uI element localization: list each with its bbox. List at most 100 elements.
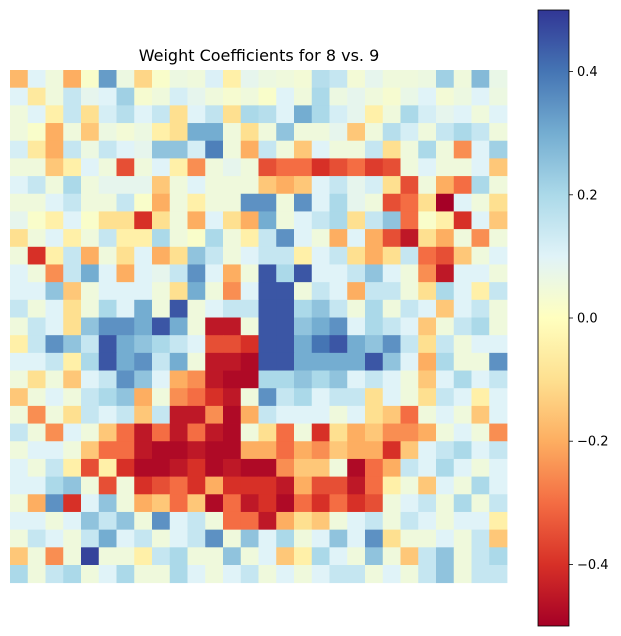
heatmap-cell (152, 299, 171, 318)
heatmap-cell (453, 441, 472, 460)
heatmap-cell (63, 511, 82, 531)
heatmap-cell (382, 476, 401, 495)
heatmap-cell (329, 211, 348, 230)
heatmap-cell (418, 264, 437, 283)
heatmap-cell (294, 299, 313, 318)
heatmap-cell (471, 370, 490, 389)
heatmap-cell (10, 193, 29, 212)
heatmap-cell (347, 211, 366, 230)
heatmap-cell (418, 140, 437, 159)
heatmap-cell (382, 246, 401, 265)
heatmap-cell (329, 193, 348, 212)
heatmap-cell (116, 494, 135, 513)
heatmap-cell (81, 511, 100, 531)
heatmap-cell (453, 335, 472, 354)
heatmap-cell (27, 317, 46, 336)
heatmap-cell (471, 441, 490, 460)
heatmap-cell (63, 405, 82, 424)
heatmap-cell (418, 423, 437, 442)
heatmap-cell (10, 458, 29, 478)
heatmap-cell (258, 317, 277, 336)
heatmap-cell (27, 441, 46, 460)
heatmap-cell (365, 565, 384, 584)
heatmap-cell (347, 476, 366, 495)
heatmap-cell (453, 317, 472, 336)
heatmap-cell (365, 441, 384, 460)
heatmap-cell (134, 476, 153, 495)
heatmap-cell (311, 282, 330, 301)
heatmap-cell (98, 70, 117, 89)
heatmap-cell (365, 123, 384, 142)
heatmap-cell (63, 352, 82, 371)
heatmap-cell (152, 511, 171, 531)
heatmap-cell (63, 565, 82, 584)
heatmap-cell (152, 565, 171, 584)
heatmap-cell (294, 335, 313, 354)
heatmap-cell (418, 511, 437, 531)
heatmap-cell (152, 70, 171, 89)
heatmap-cell (489, 229, 508, 248)
heatmap-cell (489, 388, 508, 407)
chart-title: Weight Coefficients for 8 vs. 9 (139, 46, 380, 65)
heatmap-cell (98, 282, 117, 301)
heatmap-cell (453, 176, 472, 195)
heatmap-cell (258, 405, 277, 424)
heatmap-cell (205, 565, 224, 584)
heatmap-cell (347, 229, 366, 248)
heatmap-cell (187, 105, 206, 124)
heatmap-cell (240, 87, 259, 106)
heatmap-cell (258, 529, 277, 548)
heatmap-cell (116, 441, 135, 460)
heatmap-cell (347, 70, 366, 89)
heatmap-cell (98, 335, 117, 354)
heatmap-cell (205, 458, 224, 478)
heatmap-cell (27, 405, 46, 424)
heatmap-cell (187, 211, 206, 230)
heatmap-cell (418, 299, 437, 318)
heatmap-cell (169, 87, 188, 106)
heatmap-cell (453, 423, 472, 442)
heatmap-cell (169, 335, 188, 354)
heatmap-cell (98, 317, 117, 336)
heatmap-cell (169, 441, 188, 460)
heatmap-cell (471, 476, 490, 495)
heatmap-cell (63, 158, 82, 177)
heatmap-cell (223, 405, 242, 424)
heatmap-cell (294, 441, 313, 460)
heatmap-cell (116, 511, 135, 531)
heatmap-cell (240, 565, 259, 584)
heatmap-cell (240, 317, 259, 336)
heatmap-cell (276, 335, 295, 354)
heatmap-cell (116, 565, 135, 584)
heatmap-cell (382, 282, 401, 301)
heatmap-cell (205, 423, 224, 442)
heatmap-cell (347, 140, 366, 159)
heatmap-cell (294, 158, 313, 177)
heatmap-cell (436, 282, 455, 301)
heatmap-cell (27, 193, 46, 212)
heatmap-cell (152, 476, 171, 495)
heatmap-cell (436, 70, 455, 89)
heatmap-cell (205, 494, 224, 513)
heatmap-cell (418, 176, 437, 195)
heatmap-cell (489, 158, 508, 177)
heatmap-cell (45, 229, 64, 248)
heatmap-cell (471, 176, 490, 195)
heatmap-cell (329, 246, 348, 265)
colorbar-gradient (537, 9, 570, 627)
heatmap-cell (276, 370, 295, 389)
heatmap-cell (98, 458, 117, 478)
heatmap-cell (258, 352, 277, 371)
heatmap-cell (347, 441, 366, 460)
heatmap-cell (169, 405, 188, 424)
heatmap-cell (81, 458, 100, 478)
heatmap-cell (240, 299, 259, 318)
heatmap-cell (187, 229, 206, 248)
heatmap-cell (240, 441, 259, 460)
heatmap-cell (63, 87, 82, 106)
heatmap-cell (63, 476, 82, 495)
heatmap-cell (311, 246, 330, 265)
heatmap-cell (365, 352, 384, 371)
heatmap-cell (365, 193, 384, 212)
heatmap-cell (471, 123, 490, 142)
